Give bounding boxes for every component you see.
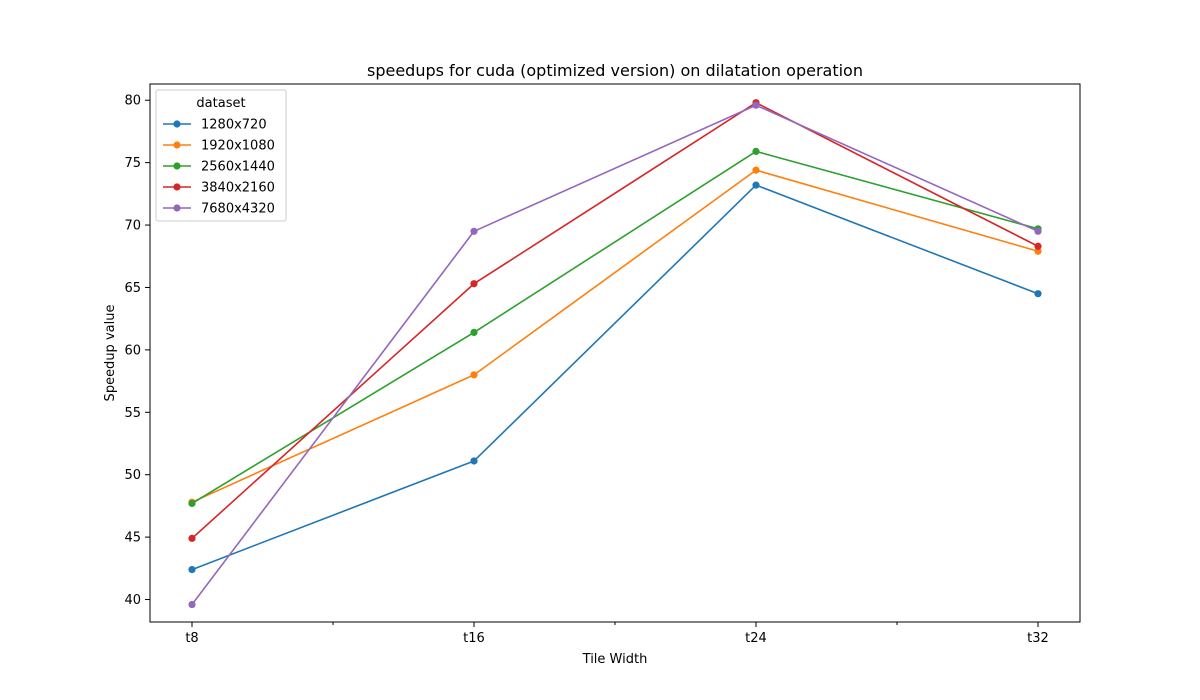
series-line <box>191 184 1039 571</box>
x-axis-label: Tile Width <box>582 652 648 667</box>
legend-label: 1280x720 <box>201 118 267 133</box>
y-tick-label: 65 <box>124 281 141 296</box>
y-tick-label: 80 <box>124 94 141 109</box>
data-point <box>752 181 760 189</box>
y-tick-label: 70 <box>124 219 141 234</box>
data-point <box>470 227 478 235</box>
legend-title: dataset <box>196 96 245 111</box>
legend-swatch-marker <box>173 120 181 128</box>
data-point <box>188 534 196 542</box>
legend-entry: 2560x1440 <box>163 160 275 175</box>
data-point <box>1034 242 1042 250</box>
data-point <box>188 600 196 609</box>
series-7680x4320 <box>188 101 1042 609</box>
y-tick-label: 60 <box>124 343 141 358</box>
legend-entry: 7680x4320 <box>163 202 275 217</box>
legend-swatch-marker <box>173 204 181 212</box>
data-point <box>188 565 196 574</box>
data-point <box>1034 227 1042 235</box>
y-tick-label: 75 <box>124 156 141 171</box>
data-point <box>188 499 196 508</box>
chart-title: speedups for cuda (optimized version) on… <box>367 61 863 80</box>
legend-entries: 1280x720 1920x1080 2560x1440 3840x2160 7680x… <box>163 118 275 217</box>
legend-label: 1920x1080 <box>201 139 275 154</box>
series-line <box>191 104 1039 606</box>
legend-swatch-marker <box>173 141 181 149</box>
data-point <box>752 147 760 156</box>
legend: dataset 1280x720 1920x1080 2560x1440 3840x2… <box>155 89 287 222</box>
legend-label: 2560x1440 <box>201 160 275 175</box>
data-point <box>470 457 478 465</box>
x-tick-label: t24 <box>745 631 767 646</box>
data-point <box>1034 247 1042 255</box>
y-tick-label: 40 <box>124 593 141 608</box>
legend-entry: 1280x720 <box>163 118 267 133</box>
data-point <box>470 328 478 337</box>
plot-area <box>150 84 1080 622</box>
legend-swatch-marker <box>173 162 181 170</box>
y-tick-label: 45 <box>124 531 141 546</box>
data-point <box>470 371 478 379</box>
y-tick-label: 55 <box>124 406 141 421</box>
legend-entry: 3840x2160 <box>163 181 275 196</box>
series-line <box>191 169 1039 503</box>
data-point <box>470 280 478 288</box>
y-axis-label: Speedup value <box>103 305 118 402</box>
x-tick-label: t16 <box>463 631 485 646</box>
legend-label: 7680x4320 <box>201 202 275 217</box>
series-layer <box>188 99 1042 609</box>
legend-swatch-marker <box>173 183 181 191</box>
x-tick-label: t32 <box>1027 631 1049 646</box>
data-point <box>1034 290 1042 298</box>
x-axis: t8 t16 t24 t32 <box>185 622 1049 646</box>
data-point <box>752 101 760 109</box>
data-point <box>752 166 760 174</box>
legend-entry: 1920x1080 <box>163 139 275 154</box>
series-line <box>191 101 1039 539</box>
y-tick-label: 50 <box>124 468 141 483</box>
series-1280x720 <box>188 181 1042 574</box>
y-axis: 40 45 50 55 60 65 70 75 80 <box>124 94 150 608</box>
legend-label: 3840x2160 <box>201 181 275 196</box>
x-tick-label: t8 <box>185 631 198 646</box>
legend-frame <box>155 89 287 222</box>
